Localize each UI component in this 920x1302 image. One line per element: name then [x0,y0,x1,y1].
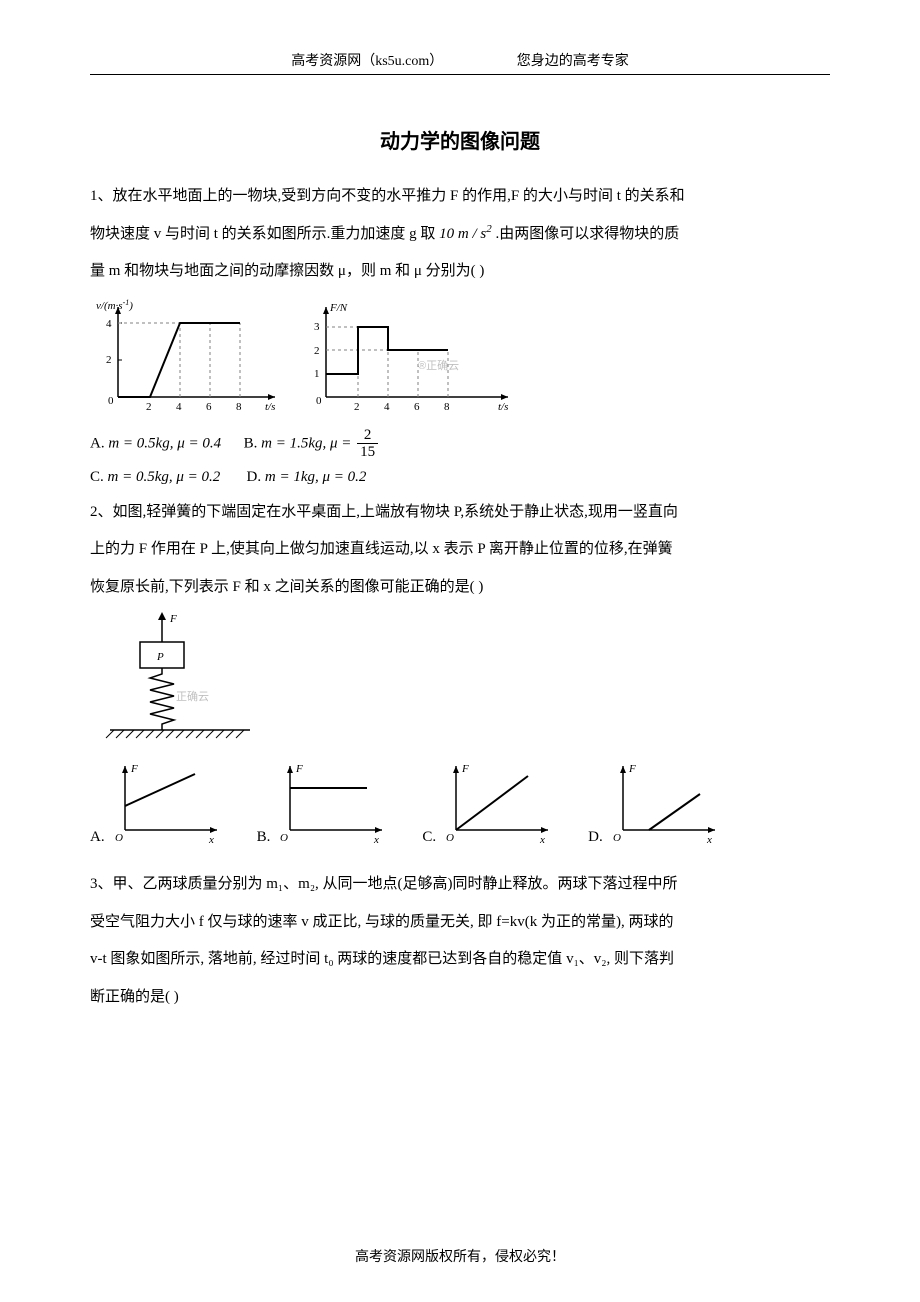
q2-graph-b: Fx O [272,758,392,848]
svg-text:t/s: t/s [265,401,275,413]
svg-text:2: 2 [146,401,152,413]
svg-text:F: F [461,763,469,775]
svg-text:6: 6 [206,401,212,413]
svg-text:v/(m·s-1): v/(m·s-1) [96,297,133,312]
q1-optC-pre: C. [90,469,108,485]
q1-line3: 量 m 和物块与地面之间的动摩擦因数 μ，则 m 和 μ 分别为( ) [90,253,830,291]
svg-text:x: x [373,834,379,846]
svg-text:4: 4 [176,401,182,413]
q1-line2b: .由两图像可以求得物块的质 [492,226,680,242]
svg-text:F: F [130,763,138,775]
q2-graph-a: Fx O [107,758,227,848]
q2-graph-d: Fx O [605,758,725,848]
svg-text:0: 0 [108,395,114,407]
svg-text:F/N: F/N [329,302,348,314]
q3-line4: 断正确的是( ) [90,979,830,1017]
q1-line2: 物块速度 v 与时间 t 的关系如图所示.重力加速度 g 取 10 m / s2… [90,216,830,254]
doc-title: 动力学的图像问题 [90,125,830,154]
q1-optA-pre: A. [90,435,108,451]
page-header: 高考资源网（ks5u.com） 您身边的高考专家 [90,50,830,70]
svg-text:正确云: 正确云 [176,690,209,703]
q1-choices-cd: C. m = 0.5kg, μ = 0.2 D. m = 1kg, μ = 0.… [90,461,830,494]
q3-line1: 3、甲、乙两球质量分别为 m₁、m₂, 从同一地点(足够高)同时静止释放。两球下… [90,866,830,904]
q3-line2: 受空气阻力大小 f 仅与球的速率 v 成正比, 与球的质量无关, 即 f=kv(… [90,904,830,942]
svg-text:x: x [208,834,214,846]
q2-optA-label: A. [90,829,105,848]
q2-options: A. Fx O B. Fx O C. Fx O [90,758,830,848]
svg-text:x: x [706,834,712,846]
q1-optB-pre: B. [244,435,262,451]
svg-text:x: x [539,834,545,846]
svg-text:t/s: t/s [498,401,508,413]
header-right: 您身边的高考专家 [517,50,629,70]
q1-optC: m = 0.5kg, μ = 0.2 [108,469,221,485]
q3-line3: v-t 图象如图所示, 落地前, 经过时间 t₀ 两球的速度都已达到各自的稳定值… [90,941,830,979]
q1-optB: m = 1.5kg, μ = [261,435,355,451]
q2-line3: 恢复原长前,下列表示 F 和 x 之间关系的图像可能正确的是( ) [90,569,830,607]
svg-text:F: F [295,763,303,775]
svg-text:O: O [613,832,621,844]
q2-optB-label: B. [257,829,271,848]
q1-graph-f: F/N t/s 0 2 4 6 8 1 2 3 ®正确云 [298,297,528,417]
header-rule [90,74,830,75]
svg-text:F: F [169,613,177,625]
q2-optD: D. Fx O [588,758,725,848]
svg-text:1: 1 [314,368,320,380]
q2-line1: 2、如图,轻弹簧的下端固定在水平桌面上,上端放有物块 P,系统处于静止状态,现用… [90,494,830,532]
svg-text:O: O [115,832,123,844]
q2-graph-c: Fx O [438,758,558,848]
svg-text:O: O [446,832,454,844]
svg-text:0: 0 [316,395,322,407]
frac-den: 15 [357,444,378,461]
svg-text:P: P [156,651,164,663]
q1-figures: v/(m·s-1) t/s 0 2 4 6 8 2 4 F/N t/ [90,297,830,417]
q1-frac: 215 [357,427,378,461]
svg-text:4: 4 [384,401,390,413]
q1-line2a: 物块速度 v 与时间 t 的关系如图所示.重力加速度 g 取 [90,226,439,242]
svg-text:4: 4 [106,318,112,330]
q1-line1: 1、放在水平地面上的一物块,受到方向不变的水平推力 F 的作用,F 的大小与时间… [90,178,830,216]
svg-text:2: 2 [106,354,112,366]
header-left: 高考资源网（ks5u.com） [291,50,443,70]
svg-text:8: 8 [236,401,242,413]
page-footer: 高考资源网版权所有，侵权必究！ [0,1246,920,1266]
q1-optD-pre: D. [247,469,265,485]
svg-text:2: 2 [354,401,360,413]
q2-optB: B. Fx O [257,758,393,848]
q2-spring-figure: F P 正确云 [90,606,280,746]
svg-text:®正确云: ®正确云 [418,359,459,372]
q2-optD-label: D. [588,829,603,848]
q2-optA: A. Fx O [90,758,227,848]
q2-line2: 上的力 F 作用在 P 上,使其向上做匀加速直线运动,以 x 表示 P 离开静止… [90,531,830,569]
svg-text:O: O [280,832,288,844]
q2-optC-label: C. [422,829,436,848]
svg-text:2: 2 [314,345,320,357]
svg-text:8: 8 [444,401,450,413]
q1-tenms-base: 10 m / s [439,226,486,242]
q1-graph-v: v/(m·s-1) t/s 0 2 4 6 8 2 4 [90,297,290,417]
svg-text:6: 6 [414,401,420,413]
q2-optC: C. Fx O [422,758,558,848]
q1-choices-ab: A. m = 0.5kg, μ = 0.4 B. m = 1.5kg, μ = … [90,427,830,461]
q1-tenms: 10 m / s2 [439,226,492,242]
q1-optD: m = 1kg, μ = 0.2 [265,469,367,485]
frac-num: 2 [357,427,378,445]
q1-optA: m = 0.5kg, μ = 0.4 [108,435,221,451]
svg-text:F: F [628,763,636,775]
svg-text:3: 3 [314,321,320,333]
